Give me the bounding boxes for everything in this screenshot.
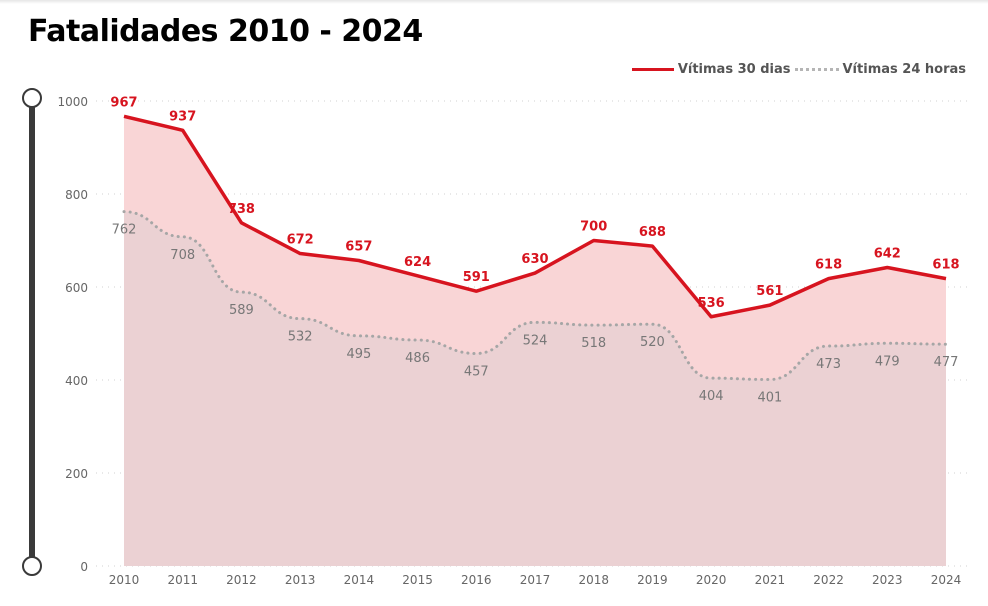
- x-tick-label: 2020: [696, 573, 727, 587]
- data-label-30-dias: 688: [639, 225, 666, 240]
- x-tick-label: 2023: [872, 573, 903, 587]
- slider-handle-top[interactable]: [22, 88, 42, 108]
- y-axis: 0 200 400 600 800 1000: [57, 95, 88, 574]
- line-vitimas-24-horas[interactable]: [122, 210, 948, 382]
- area-vitimas-24-horas: [124, 211, 946, 567]
- legend-label-24-horas[interactable]: Vítimas 24 horas: [842, 62, 967, 77]
- x-tick-label: 2011: [167, 573, 198, 587]
- data-label-24-horas: 762: [112, 223, 137, 238]
- legend-label-30-dias[interactable]: Vítimas 30 dias: [677, 62, 791, 77]
- x-tick-label: 2014: [344, 573, 375, 587]
- data-label-30-dias: 561: [756, 284, 783, 299]
- y-tick-label: 800: [65, 188, 88, 202]
- data-label-30-dias: 657: [345, 239, 372, 254]
- legend[interactable]: Vítimas 30 dias Vítimas 24 horas: [631, 62, 967, 77]
- data-label-30-dias: 738: [228, 202, 255, 217]
- data-label-30-dias: 630: [521, 252, 548, 267]
- x-tick-label: 2013: [285, 573, 316, 587]
- x-tick-label: 2018: [578, 573, 609, 587]
- data-label-30-dias: 967: [110, 95, 137, 110]
- x-tick-label: 2010: [109, 573, 140, 587]
- y-tick-label: 1000: [57, 95, 88, 109]
- y-tick-label: 400: [65, 374, 88, 388]
- range-slider[interactable]: [22, 88, 42, 576]
- x-tick-label: 2016: [461, 573, 492, 587]
- x-tick-label: 2017: [520, 573, 551, 587]
- data-label-24-horas: 532: [288, 330, 313, 345]
- data-label-24-horas: 477: [934, 355, 959, 370]
- top-border: [0, 0, 988, 4]
- y-tick-label: 600: [65, 281, 88, 295]
- legend-swatch-24-horas: [794, 68, 839, 71]
- data-label-24-horas: 473: [816, 357, 841, 372]
- y-tick-label: 0: [80, 560, 88, 574]
- y-tick-label: 200: [65, 467, 88, 481]
- data-label-30-dias: 700: [580, 220, 607, 235]
- data-label-30-dias: 618: [815, 258, 842, 273]
- x-tick-label: 2015: [402, 573, 433, 587]
- data-label-24-horas: 589: [229, 303, 254, 318]
- data-label-24-horas: 708: [170, 248, 195, 263]
- x-tick-label: 2024: [931, 573, 962, 587]
- data-label-24-horas: 479: [875, 354, 900, 369]
- legend-swatch-30-dias: [631, 68, 674, 71]
- data-label-30-dias: 642: [874, 246, 901, 261]
- data-label-30-dias: 937: [169, 109, 196, 124]
- x-tick-label: 2019: [637, 573, 668, 587]
- data-label-24-horas: 518: [581, 336, 606, 351]
- data-label-24-horas: 495: [346, 347, 371, 362]
- data-label-30-dias: 624: [404, 255, 431, 270]
- data-label-24-horas: 520: [640, 335, 665, 350]
- x-tick-label: 2021: [755, 573, 786, 587]
- data-label-24-horas: 401: [757, 391, 782, 406]
- data-label-30-dias: 536: [698, 296, 725, 311]
- chart-title: Fatalidades 2010 - 2024: [28, 14, 423, 49]
- slider-handle-bottom[interactable]: [22, 556, 42, 576]
- series-lines: [122, 114, 948, 382]
- data-label-30-dias: 591: [463, 270, 490, 285]
- area-fills: [124, 116, 946, 567]
- data-label-24-horas: 486: [405, 351, 430, 366]
- data-label-30-dias: 618: [932, 258, 959, 273]
- data-label-24-horas: 404: [699, 389, 724, 404]
- data-label-24-horas: 457: [464, 364, 489, 379]
- x-tick-label: 2022: [813, 573, 844, 587]
- data-label-30-dias: 672: [287, 233, 314, 248]
- data-label-24-horas: 524: [523, 333, 548, 348]
- data-labels: 967 937 738 672 657 624 591 630 700 688 536 561 618 6…: [110, 95, 959, 405]
- line-vitimas-30-dias[interactable]: [123, 114, 947, 319]
- x-tick-label: 2012: [226, 573, 257, 587]
- x-axis: 2010 2011 2012 2013 2014 2015 2016 2017 2018 2019…: [109, 573, 962, 587]
